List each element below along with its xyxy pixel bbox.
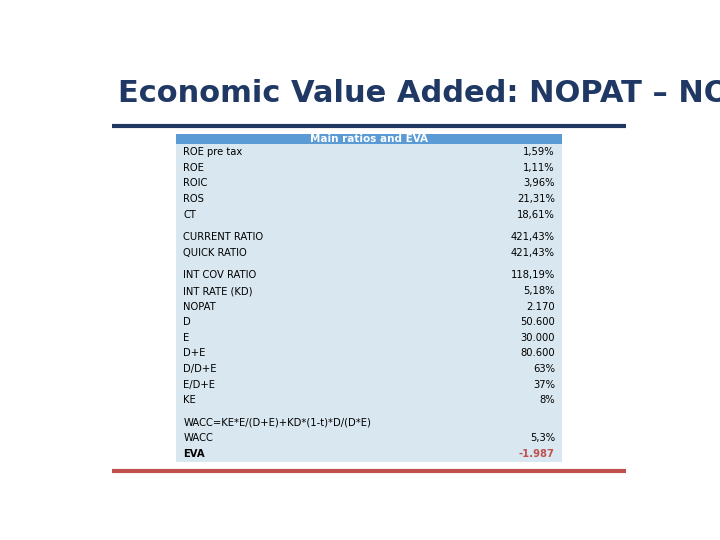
Text: 50.600: 50.600 bbox=[520, 317, 555, 327]
Bar bbox=[176, 144, 562, 160]
Text: ROIC: ROIC bbox=[183, 178, 207, 188]
Bar bbox=[176, 377, 562, 393]
Bar bbox=[176, 446, 562, 462]
Text: NOPAT: NOPAT bbox=[183, 302, 216, 312]
Text: 5,3%: 5,3% bbox=[530, 434, 555, 443]
Text: 421,43%: 421,43% bbox=[510, 248, 555, 258]
Text: D/D+E: D/D+E bbox=[183, 364, 217, 374]
Text: E/D+E: E/D+E bbox=[183, 380, 215, 390]
Text: 1,59%: 1,59% bbox=[523, 147, 555, 157]
Bar bbox=[176, 361, 562, 377]
Text: 30.000: 30.000 bbox=[521, 333, 555, 343]
Text: E: E bbox=[183, 333, 189, 343]
Bar bbox=[176, 415, 562, 431]
Bar bbox=[176, 408, 562, 415]
Text: INT COV RATIO: INT COV RATIO bbox=[183, 271, 256, 280]
Text: ROE pre tax: ROE pre tax bbox=[183, 147, 243, 157]
Text: 18,61%: 18,61% bbox=[517, 210, 555, 220]
Bar bbox=[176, 230, 562, 245]
Bar bbox=[176, 222, 562, 230]
Bar bbox=[176, 245, 562, 261]
Text: EVA: EVA bbox=[183, 449, 204, 459]
Bar bbox=[176, 134, 562, 144]
Bar bbox=[176, 176, 562, 191]
Text: D+E: D+E bbox=[183, 348, 206, 359]
Text: CURRENT RATIO: CURRENT RATIO bbox=[183, 232, 264, 242]
Text: 80.600: 80.600 bbox=[520, 348, 555, 359]
Text: 8%: 8% bbox=[539, 395, 555, 405]
Bar bbox=[176, 393, 562, 408]
Text: WACC=KE*E/(D+E)+KD*(1-t)*D/(D*E): WACC=KE*E/(D+E)+KD*(1-t)*D/(D*E) bbox=[183, 418, 371, 428]
Text: WACC: WACC bbox=[183, 434, 213, 443]
Text: ROE: ROE bbox=[183, 163, 204, 173]
Text: D: D bbox=[183, 317, 191, 327]
Text: 21,31%: 21,31% bbox=[517, 194, 555, 204]
Bar bbox=[176, 268, 562, 284]
Text: 421,43%: 421,43% bbox=[510, 232, 555, 242]
Text: Main ratios and EVA: Main ratios and EVA bbox=[310, 134, 428, 144]
Text: KE: KE bbox=[183, 395, 196, 405]
Bar bbox=[176, 299, 562, 314]
Bar bbox=[176, 160, 562, 176]
Text: QUICK RATIO: QUICK RATIO bbox=[183, 248, 247, 258]
Text: 1,11%: 1,11% bbox=[523, 163, 555, 173]
Text: 118,19%: 118,19% bbox=[510, 271, 555, 280]
Bar bbox=[176, 191, 562, 207]
Bar bbox=[176, 284, 562, 299]
Text: 2.170: 2.170 bbox=[526, 302, 555, 312]
Text: ROS: ROS bbox=[183, 194, 204, 204]
Text: -1.987: -1.987 bbox=[519, 449, 555, 459]
Text: 63%: 63% bbox=[533, 364, 555, 374]
Bar bbox=[176, 261, 562, 268]
Text: 3,96%: 3,96% bbox=[523, 178, 555, 188]
Text: 5,18%: 5,18% bbox=[523, 286, 555, 296]
Bar bbox=[176, 431, 562, 446]
Bar bbox=[176, 330, 562, 346]
Text: CT: CT bbox=[183, 210, 196, 220]
Text: 37%: 37% bbox=[533, 380, 555, 390]
Text: Economic Value Added: NOPAT – NOIC*wacc: Economic Value Added: NOPAT – NOIC*wacc bbox=[118, 79, 720, 109]
Bar bbox=[176, 207, 562, 222]
Bar bbox=[176, 314, 562, 330]
Text: INT RATE (KD): INT RATE (KD) bbox=[183, 286, 253, 296]
Bar bbox=[176, 346, 562, 361]
